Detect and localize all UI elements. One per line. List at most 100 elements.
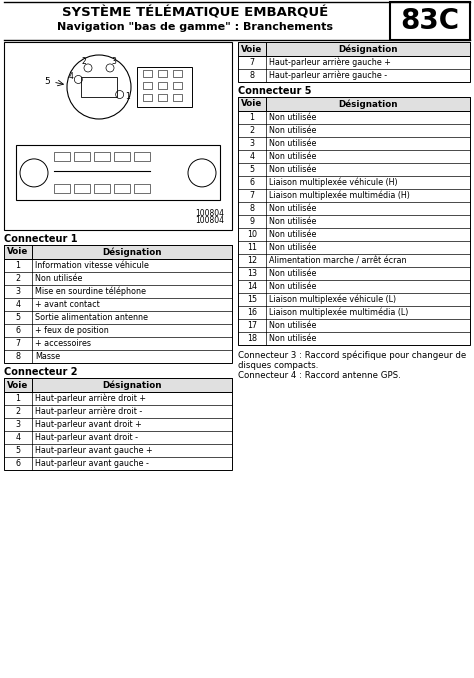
Bar <box>4 378 232 470</box>
Text: Haut-parleur avant droit -: Haut-parleur avant droit - <box>35 433 138 442</box>
Bar <box>137 67 192 107</box>
Bar <box>158 70 167 77</box>
Bar <box>173 82 182 89</box>
Text: 100804: 100804 <box>195 216 224 225</box>
Text: 15: 15 <box>247 295 257 304</box>
Text: Voie: Voie <box>241 45 263 54</box>
Text: 2: 2 <box>16 274 20 283</box>
Bar <box>94 152 110 161</box>
Text: disques compacts.: disques compacts. <box>238 361 319 370</box>
Bar <box>4 42 232 230</box>
Text: Désignation: Désignation <box>338 44 398 54</box>
Text: Haut-parleur arrière gauche +: Haut-parleur arrière gauche + <box>269 58 391 67</box>
Text: Connecteur 5: Connecteur 5 <box>238 86 311 96</box>
Text: Liaison multiplexée multimédia (H): Liaison multiplexée multimédia (H) <box>269 191 410 200</box>
Text: Haut-parleur arrière droit -: Haut-parleur arrière droit - <box>35 407 142 416</box>
Text: 7: 7 <box>249 191 255 200</box>
Bar <box>134 152 150 161</box>
Text: 16: 16 <box>247 308 257 317</box>
Text: Haut-parleur avant droit +: Haut-parleur avant droit + <box>35 420 142 429</box>
Bar <box>74 184 90 193</box>
Bar <box>134 184 150 193</box>
Text: 8: 8 <box>249 204 255 213</box>
Text: Voie: Voie <box>8 380 28 389</box>
Text: 3: 3 <box>16 287 20 296</box>
Bar <box>173 94 182 101</box>
Text: Désignation: Désignation <box>102 247 162 257</box>
Text: 2: 2 <box>249 126 255 135</box>
Text: 10: 10 <box>247 230 257 239</box>
Text: Non utilisée: Non utilisée <box>269 217 316 226</box>
Text: 1: 1 <box>16 261 20 270</box>
Bar <box>158 82 167 89</box>
Text: Non utilisée: Non utilisée <box>269 139 316 148</box>
Text: Non utilisée: Non utilisée <box>269 165 316 174</box>
Text: Non utilisée: Non utilisée <box>269 334 316 343</box>
Text: Non utilisée: Non utilisée <box>269 282 316 291</box>
Bar <box>173 70 182 77</box>
Text: Non utilisée: Non utilisée <box>269 321 316 330</box>
Text: 18: 18 <box>247 334 257 343</box>
Text: SYSTÈME TÉLÉMATIQUE EMBARQUÉ: SYSTÈME TÉLÉMATIQUE EMBARQUÉ <box>62 7 328 20</box>
Text: 5: 5 <box>16 313 20 322</box>
Text: Sortie alimentation antenne: Sortie alimentation antenne <box>35 313 148 322</box>
Text: 4: 4 <box>249 152 255 161</box>
Text: Liaison multiplexée multimédia (L): Liaison multiplexée multimédia (L) <box>269 308 409 317</box>
Text: 2: 2 <box>16 407 20 416</box>
Bar <box>238 42 470 82</box>
Text: Non utilisée: Non utilisée <box>269 113 316 122</box>
Text: 7: 7 <box>16 339 20 348</box>
Bar <box>158 94 167 101</box>
Text: Haut-parleur avant gauche +: Haut-parleur avant gauche + <box>35 446 153 455</box>
Text: 5: 5 <box>44 77 50 87</box>
Text: 1: 1 <box>125 92 130 101</box>
Bar <box>4 378 232 392</box>
Text: Désignation: Désignation <box>102 380 162 390</box>
Text: 4: 4 <box>68 73 73 81</box>
Text: 6: 6 <box>16 326 20 335</box>
Text: 11: 11 <box>247 243 257 252</box>
Text: 9: 9 <box>249 217 255 226</box>
Text: 1: 1 <box>16 394 20 403</box>
Bar <box>94 184 110 193</box>
Bar <box>238 42 470 56</box>
Bar <box>143 94 152 101</box>
Text: Non utilisée: Non utilisée <box>269 230 316 239</box>
Text: Connecteur 1: Connecteur 1 <box>4 234 78 244</box>
Bar <box>54 184 70 193</box>
Text: Connecteur 3 : Raccord spécifique pour changeur de: Connecteur 3 : Raccord spécifique pour c… <box>238 351 466 361</box>
Text: 12: 12 <box>247 256 257 265</box>
Text: 2: 2 <box>82 56 86 66</box>
Text: 5: 5 <box>16 446 20 455</box>
Bar <box>143 70 152 77</box>
Text: 3: 3 <box>249 139 255 148</box>
Text: 83C: 83C <box>401 7 460 35</box>
Text: Non utilisée: Non utilisée <box>269 126 316 135</box>
Text: Connecteur 2: Connecteur 2 <box>4 367 78 377</box>
Text: Non utilisée: Non utilisée <box>269 243 316 252</box>
Text: 7: 7 <box>249 58 255 67</box>
Text: 8: 8 <box>249 71 255 80</box>
Text: 13: 13 <box>247 269 257 278</box>
Text: Haut-parleur arrière droit +: Haut-parleur arrière droit + <box>35 394 146 403</box>
Bar <box>238 97 470 345</box>
Text: 3: 3 <box>16 420 20 429</box>
Text: 6: 6 <box>249 178 255 187</box>
Text: + feux de position: + feux de position <box>35 326 109 335</box>
Bar <box>238 97 470 111</box>
Bar <box>4 245 232 363</box>
Bar <box>16 145 220 201</box>
Text: Connecteur 4 : Raccord antenne GPS.: Connecteur 4 : Raccord antenne GPS. <box>238 371 401 380</box>
Text: Voie: Voie <box>241 100 263 108</box>
Text: 3: 3 <box>111 56 117 66</box>
Text: Mise en sourdine téléphone: Mise en sourdine téléphone <box>35 287 146 296</box>
Text: 4: 4 <box>16 300 20 309</box>
Text: Non utilisée: Non utilisée <box>269 269 316 278</box>
Text: Désignation: Désignation <box>338 99 398 108</box>
Bar <box>114 184 130 193</box>
Text: Haut-parleur arrière gauche -: Haut-parleur arrière gauche - <box>269 71 387 80</box>
Text: Navigation "bas de gamme" : Branchements: Navigation "bas de gamme" : Branchements <box>57 22 333 32</box>
Text: 5: 5 <box>249 165 255 174</box>
Text: 1: 1 <box>249 113 255 122</box>
Bar <box>4 245 232 259</box>
